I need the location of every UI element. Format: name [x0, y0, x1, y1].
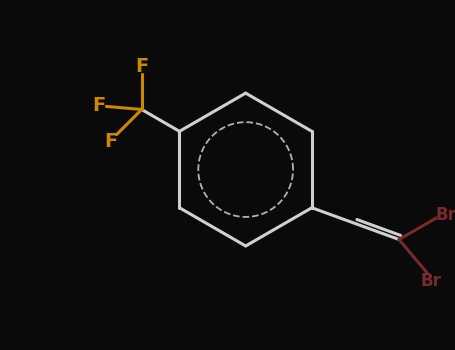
Text: F: F [104, 132, 117, 151]
Text: Br: Br [421, 272, 442, 290]
Text: Br: Br [436, 206, 455, 224]
Text: F: F [135, 57, 148, 76]
Text: F: F [92, 96, 105, 114]
